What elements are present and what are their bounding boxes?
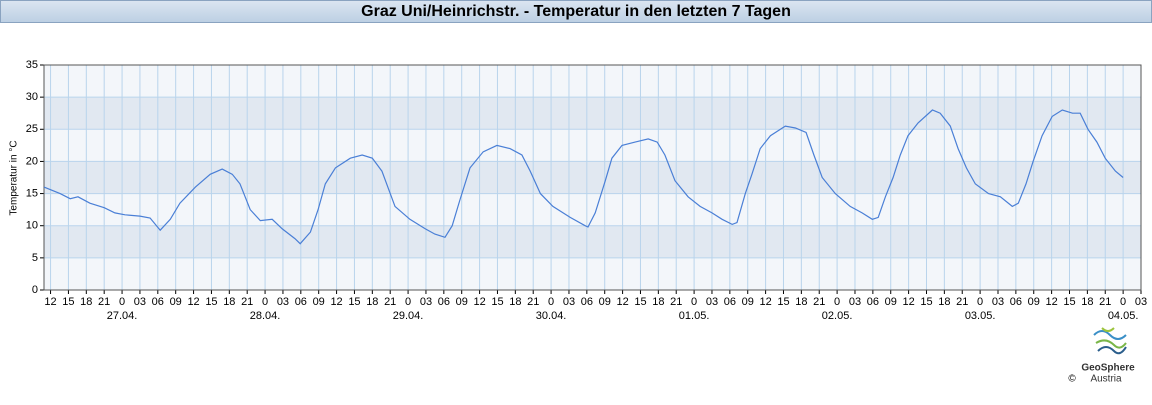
x-tick-label: 12: [330, 296, 342, 308]
x-tick-label: 18: [223, 296, 235, 308]
x-tick-label: 21: [956, 296, 968, 308]
band: [44, 257, 1141, 290]
y-tick-label: 30: [26, 91, 38, 103]
x-tick-label: 03: [420, 296, 432, 308]
x-tick-label: 12: [1045, 296, 1057, 308]
date-label: 29.04.: [393, 310, 424, 322]
band: [44, 193, 1141, 226]
x-tick-label: 0: [834, 296, 840, 308]
x-tick-label: 21: [384, 296, 396, 308]
x-tick-label: 18: [795, 296, 807, 308]
y-axis-label: Temperatur in °C: [9, 140, 20, 215]
x-tick-label: 18: [366, 296, 378, 308]
x-tick-label: 15: [205, 296, 217, 308]
y-tick-label: 0: [32, 284, 38, 296]
x-tick-label: 12: [44, 296, 56, 308]
date-label: 27.04.: [107, 310, 138, 322]
x-tick-label: 18: [938, 296, 950, 308]
x-tick-label: 15: [491, 296, 503, 308]
y-tick-label: 20: [26, 155, 38, 167]
x-tick-label: 18: [509, 296, 521, 308]
date-label: 28.04.: [250, 310, 281, 322]
x-tick-label: 0: [119, 296, 125, 308]
x-tick-label: 06: [724, 296, 736, 308]
x-tick-label: 15: [920, 296, 932, 308]
x-tick-label: 0: [1120, 296, 1126, 308]
plot-frame: [43, 64, 1142, 291]
x-tick-label: 03: [992, 296, 1004, 308]
x-tick-label: 15: [777, 296, 789, 308]
x-tick-label: 18: [652, 296, 664, 308]
x-tick-label: 18: [80, 296, 92, 308]
x-tick-label: 15: [348, 296, 360, 308]
x-tick-label: 12: [187, 296, 199, 308]
x-tick-label: 0: [548, 296, 554, 308]
x-tick-label: 06: [438, 296, 450, 308]
logo-icon: [1093, 327, 1127, 355]
x-tick-label: 09: [313, 296, 325, 308]
x-tick-label: 21: [241, 296, 253, 308]
chart-title: Graz Uni/Heinrichstr. - Temperatur in de…: [361, 3, 791, 20]
x-tick-label: 06: [867, 296, 879, 308]
x-tick-label: 06: [295, 296, 307, 308]
y-tick-label: 10: [26, 220, 38, 232]
band: [44, 65, 1141, 98]
date-label: 02.05.: [822, 310, 853, 322]
x-tick-label: 21: [670, 296, 682, 308]
x-tick-label: 12: [473, 296, 485, 308]
x-tick-label: 09: [885, 296, 897, 308]
temperature-line: [43, 109, 1124, 245]
x-tick-label: 03: [849, 296, 861, 308]
x-tick-label: 03: [706, 296, 718, 308]
x-tick-label: 09: [170, 296, 182, 308]
x-tick-label: 15: [1063, 296, 1075, 308]
x-tick-label: 0: [691, 296, 697, 308]
x-tick-label: 03: [1135, 296, 1147, 308]
x-tick-label: 0: [405, 296, 411, 308]
x-tick-label: 12: [616, 296, 628, 308]
x-tick-label: 09: [742, 296, 754, 308]
band: [44, 161, 1141, 194]
x-tick-label: 06: [1010, 296, 1022, 308]
logo-name: GeoSphere: [1081, 363, 1135, 374]
x-tick-label: 03: [134, 296, 146, 308]
x-tick-label: 21: [98, 296, 110, 308]
date-label: 30.04.: [536, 310, 567, 322]
y-tick-label: 25: [26, 123, 38, 135]
x-tick-label: 03: [277, 296, 289, 308]
x-tick-label: 21: [527, 296, 539, 308]
x-tick-label: 06: [581, 296, 593, 308]
x-tick-label: 09: [599, 296, 611, 308]
y-tick-label: 5: [32, 252, 38, 264]
x-tick-label: 18: [1081, 296, 1093, 308]
y-tick-label: 15: [26, 187, 38, 199]
x-tick-label: 06: [152, 296, 164, 308]
x-tick-label: 0: [262, 296, 268, 308]
x-tick-label: 12: [759, 296, 771, 308]
copyright: ©: [1068, 374, 1076, 385]
logo-sub: Austria: [1090, 374, 1122, 385]
y-tick-label: 35: [26, 59, 38, 71]
x-tick-label: 21: [1099, 296, 1111, 308]
x-tick-label: 03: [563, 296, 575, 308]
x-tick-label: 09: [456, 296, 468, 308]
x-tick-label: 12: [902, 296, 914, 308]
band: [44, 97, 1141, 130]
x-tick-label: 21: [813, 296, 825, 308]
x-tick-label: 09: [1028, 296, 1040, 308]
x-tick-label: 0: [977, 296, 983, 308]
band: [44, 225, 1141, 258]
date-label: 01.05.: [679, 310, 710, 322]
date-label: 03.05.: [965, 310, 996, 322]
band: [44, 129, 1141, 162]
date-label: 04.05.: [1108, 310, 1139, 322]
x-tick-label: 15: [634, 296, 646, 308]
x-tick-label: 15: [62, 296, 74, 308]
